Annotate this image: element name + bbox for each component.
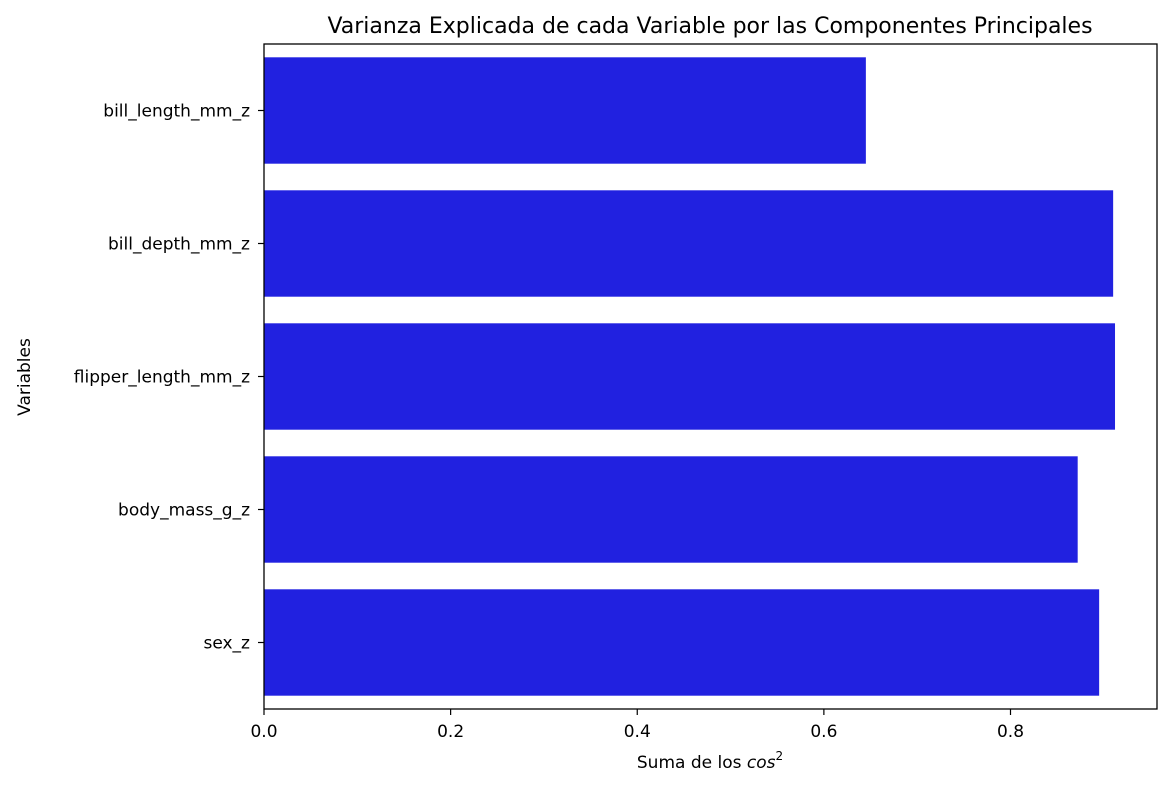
bars-group: [264, 57, 1116, 696]
x-axis-label: Suma de los cos2: [637, 749, 783, 773]
bar-body_mass_g_z: [264, 456, 1078, 563]
y-axis-label: Variables: [15, 338, 35, 416]
x-tick-label: 0.2: [437, 722, 464, 742]
y-tick-label: bill_depth_mm_z: [108, 235, 250, 255]
x-tick-label: 0.4: [624, 722, 651, 742]
x-axis-label-superscript: 2: [775, 749, 783, 763]
y-tick-label: body_mass_g_z: [118, 501, 250, 521]
bar-bill_depth_mm_z: [264, 190, 1114, 297]
y-tick-label: flipper_length_mm_z: [74, 368, 250, 388]
x-tick-label: 0.0: [250, 722, 277, 742]
y-ticks-group: bill_length_mm_z bill_depth_mm_z flipper_l…: [74, 102, 264, 654]
bar-flipper_length_mm_z: [264, 323, 1116, 430]
x-tick-label: 0.6: [810, 722, 837, 742]
x-ticks-group: 0.0 0.2 0.4 0.6 0.8: [250, 709, 1024, 742]
chart-title: Varianza Explicada de cada Variable por …: [327, 14, 1092, 39]
bar-sex_z: [264, 589, 1100, 696]
y-tick-label: bill_length_mm_z: [103, 102, 250, 122]
x-axis-label-base: Suma de los: [637, 753, 747, 773]
y-tick-label: sex_z: [203, 634, 250, 654]
x-axis-label-math: cos: [747, 753, 776, 773]
bar-bill_length_mm_z: [264, 57, 866, 164]
plot-frame: [263, 43, 1158, 710]
x-tick-label: 0.8: [997, 722, 1024, 742]
